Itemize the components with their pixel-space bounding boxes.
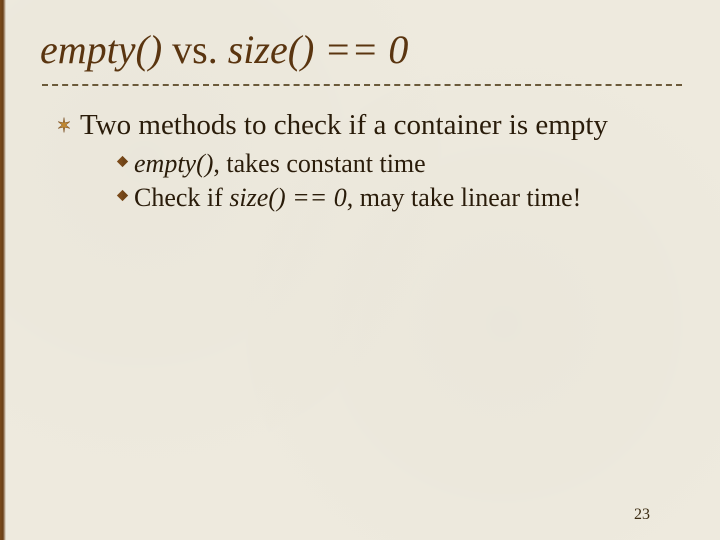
bullet-level-1: Two methods to check if a container is e…: [52, 108, 680, 142]
star-bullet-icon: [50, 116, 78, 134]
slide-body: Two methods to check if a container is e…: [40, 108, 680, 214]
bullet-2b-seg3: , may take linear time!: [347, 183, 582, 212]
bullet-level-2: empty(), takes constant time: [110, 148, 680, 180]
slide-title: empty() vs. size() == 0: [40, 28, 680, 72]
title-divider: [42, 84, 682, 86]
bullet-2b-text: Check if size() == 0, may take linear ti…: [134, 182, 680, 214]
diamond-bullet-icon: [110, 188, 134, 203]
bullet-2b-seg2: size() == 0: [229, 183, 346, 212]
diamond-bullet-icon: [110, 154, 134, 169]
title-part-3: size() == 0: [228, 27, 409, 72]
bullet-1-text: Two methods to check if a container is e…: [78, 108, 680, 142]
bullet-2a-seg1: empty(): [134, 149, 213, 178]
title-part-2: vs.: [162, 27, 228, 72]
bullet-level-2: Check if size() == 0, may take linear ti…: [110, 182, 680, 214]
slide: empty() vs. size() == 0 Two methods to c…: [0, 0, 720, 540]
bullet-2b-seg1: Check if: [134, 183, 229, 212]
bullet-2a-text: empty(), takes constant time: [134, 148, 680, 180]
page-number: 23: [634, 506, 650, 524]
bullet-2a-seg2: , takes constant time: [213, 149, 425, 178]
title-part-1: empty(): [40, 27, 162, 72]
